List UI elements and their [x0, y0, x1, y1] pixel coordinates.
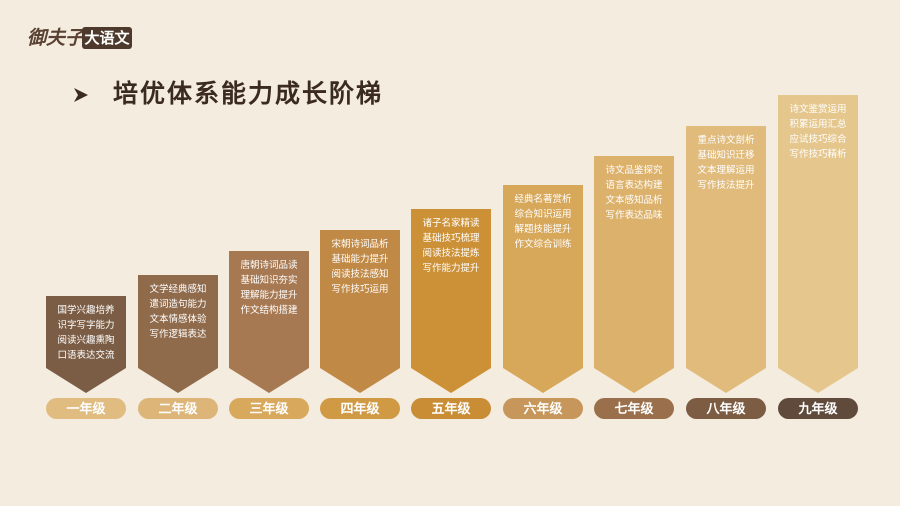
stage-item: 文本理解运用	[697, 164, 754, 176]
stage-item: 积累运用汇总	[789, 118, 847, 130]
stage-item: 遣词造句能力	[149, 298, 206, 310]
stage-item: 口语表达交流	[57, 349, 115, 361]
grade-label: 八年级	[705, 401, 746, 417]
stage-item: 重点诗文剖析	[697, 134, 755, 146]
stage-item: 唐朝诗词品读	[240, 259, 298, 271]
grade-pill	[778, 398, 858, 419]
stage-item: 作文综合训练	[514, 238, 572, 250]
stage-item: 国学兴趣培养	[57, 304, 115, 316]
stage-column	[503, 185, 583, 393]
stage-item: 文学经典感知	[149, 283, 206, 295]
stage-item: 文本感知品析	[605, 194, 663, 206]
stage-item: 阅读技法提炼	[422, 247, 480, 259]
grade-pill	[46, 398, 126, 419]
stage-column	[229, 251, 309, 393]
stage-column	[686, 126, 766, 393]
stage-item: 阅读技法感知	[331, 268, 388, 280]
grade-label: 五年级	[431, 401, 471, 417]
stage-item: 写作逻辑表达	[149, 328, 207, 340]
stage-item: 阅读兴趣熏陶	[57, 334, 114, 346]
stage-column	[320, 230, 400, 393]
stage-item: 写作表达品味	[605, 209, 663, 221]
stage-item: 写作技巧运用	[331, 283, 388, 295]
grade-pill	[594, 398, 674, 419]
stage-column	[46, 296, 126, 393]
grade-pill	[320, 398, 400, 419]
stage-item: 基础知识夯实	[240, 274, 297, 286]
stage-item: 综合知识运用	[514, 208, 571, 220]
grade-pill	[138, 398, 218, 419]
logo-badge	[82, 27, 132, 49]
stage-item: 诗文鉴赏运用	[789, 103, 846, 115]
stage-item: 基础技巧梳理	[422, 232, 480, 244]
grade-label: 七年级	[614, 401, 654, 417]
stage-item: 语言表达构建	[605, 179, 663, 191]
grade-pill	[503, 398, 583, 419]
stage-item: 基础知识迁移	[697, 149, 755, 161]
stage-item: 应试技巧综合	[789, 133, 847, 145]
stage-item: 基础能力提升	[331, 253, 389, 265]
grade-label: 六年级	[523, 401, 563, 417]
grade-label: 四年级	[340, 401, 380, 417]
grade-pill	[229, 398, 309, 419]
stage-item: 宋朝诗词品析	[331, 238, 389, 250]
stage-item: 写作技巧精析	[789, 148, 847, 160]
stage-item: 识字写字能力	[57, 319, 114, 331]
grade-pill	[686, 398, 766, 419]
title-arrow	[74, 88, 88, 102]
stage-item: 解题技能提升	[514, 223, 572, 235]
logo-name: 御夫子	[27, 27, 86, 49]
stage-column	[411, 209, 491, 393]
title: 培优体系能力成长阶梯	[113, 79, 383, 108]
grade-label: 九年级	[797, 401, 838, 417]
grade-label: 二年级	[158, 401, 198, 417]
stage-column	[138, 275, 218, 393]
grade-label: 一年级	[66, 401, 106, 417]
stage-item: 经典名著赏析	[514, 193, 572, 205]
grade-pill	[411, 398, 491, 419]
stage-column	[778, 95, 858, 393]
logo-tag: 大语文	[84, 29, 130, 47]
stage-item: 诸子名家精读	[422, 217, 480, 229]
stage-item: 写作技法提升	[697, 179, 755, 191]
stage-item: 文本情感体验	[149, 313, 207, 325]
stage-item: 作文结构搭建	[240, 304, 298, 316]
stage-item: 诗文品鉴探究	[605, 164, 663, 176]
stage-column	[594, 156, 674, 393]
grade-label: 三年级	[249, 401, 289, 417]
stage-item: 理解能力提升	[240, 289, 298, 301]
stage-item: 写作能力提升	[422, 262, 480, 274]
